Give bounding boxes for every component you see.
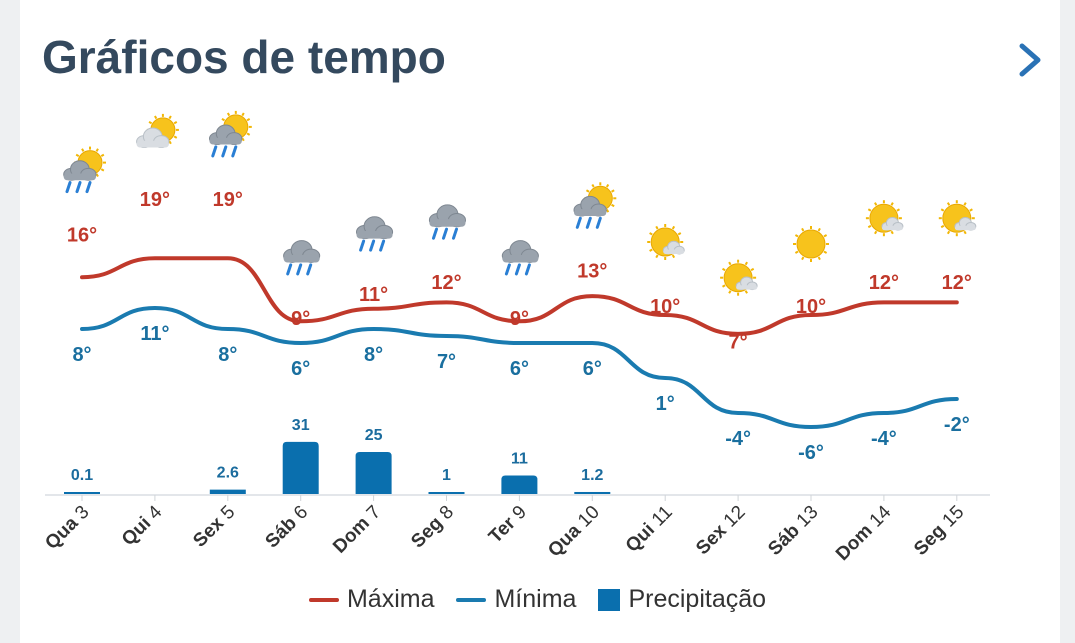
precip-bar[interactable]	[574, 491, 611, 494]
precip-label: 25	[365, 427, 383, 444]
x-tick-label: Seg 15	[910, 502, 968, 560]
page-title: Gráficos de tempo	[42, 31, 446, 83]
sun-icon	[793, 226, 829, 262]
precip-label: 2.6	[217, 465, 239, 482]
precip-bar[interactable]	[282, 441, 319, 494]
precip-bar[interactable]	[355, 452, 392, 494]
min-temp-label: 6°	[291, 358, 310, 380]
sun-small-cloud-icon	[865, 200, 904, 237]
legend-item-maxima[interactable]: Máxima	[308, 585, 435, 614]
precip-label: 1	[442, 467, 451, 484]
legend-swatch	[456, 597, 487, 602]
precip-bar[interactable]	[64, 492, 100, 494]
x-tick-label: Qua 3	[41, 502, 93, 554]
precip-label: 31	[292, 417, 310, 434]
max-temp-label: 9°	[510, 308, 529, 330]
legend-label: Máxima	[346, 585, 435, 613]
min-temp-label: 6°	[510, 358, 529, 380]
x-tick-label: Qui 11	[622, 502, 677, 557]
x-tick-label: Seg 8	[407, 502, 458, 553]
legend-swatch	[598, 588, 621, 611]
legend-label: Mínima	[494, 585, 577, 613]
sun-cloud-icon	[136, 113, 179, 149]
max-temp-label: 16°	[67, 225, 97, 247]
x-tick-label: Sáb 13	[764, 502, 822, 560]
x-tick-label: Sex 5	[189, 502, 239, 552]
x-tick-label: Qua 10	[544, 502, 604, 562]
min-temp-label: 8°	[364, 344, 383, 366]
series-line-minima	[80, 305, 959, 430]
max-temp-label: 12°	[869, 272, 899, 294]
cloud-rain-icon	[501, 240, 539, 276]
min-temp-label: 8°	[72, 344, 91, 366]
legend-item-precipitacao[interactable]: Precipitação	[598, 585, 766, 614]
series-line-maxima	[80, 256, 959, 336]
max-temp-label: 10°	[650, 296, 680, 318]
min-temp-label: -4°	[871, 428, 897, 450]
sun-cloud-rain-icon	[209, 110, 252, 158]
legend-swatch	[308, 597, 339, 602]
precip-label: 11	[511, 451, 528, 468]
x-tick-label: Sáb 6	[262, 502, 313, 553]
max-temp-label: 10°	[796, 296, 826, 318]
max-temp-label: 12°	[942, 272, 972, 294]
precip-bar[interactable]	[501, 475, 538, 494]
precip-bar[interactable]	[428, 492, 465, 494]
sun-cloud-rain-icon	[573, 182, 617, 229]
chevron-right-icon[interactable]	[1012, 40, 1048, 80]
cloud-rain-icon	[283, 240, 321, 276]
max-temp-label: 11°	[359, 284, 388, 306]
cloud-rain-icon	[356, 216, 394, 252]
x-tick-label: Dom 14	[832, 501, 896, 565]
cloud-rain-icon	[428, 204, 467, 240]
min-temp-label: -4°	[725, 428, 751, 450]
x-tick-label: Qui 4	[118, 501, 167, 550]
chart-legend: Máxima Mínima Precipitação	[0, 585, 1075, 614]
precip-label: 0.1	[71, 467, 93, 484]
max-temp-label: 19°	[213, 189, 243, 211]
sun-small-cloud-icon	[647, 224, 685, 260]
x-tick-label: Ter 9	[485, 502, 531, 548]
min-temp-label: -2°	[944, 414, 970, 436]
min-temp-label: 1°	[656, 393, 675, 415]
max-temp-label: 9°	[291, 308, 310, 330]
legend-item-minima[interactable]: Mínima	[456, 585, 576, 614]
min-temp-label: 7°	[437, 351, 456, 373]
sun-small-cloud-icon	[720, 259, 758, 296]
x-tick-label: Dom 7	[329, 502, 385, 558]
max-temp-label: 13°	[577, 260, 607, 282]
sun-small-cloud-icon	[938, 200, 977, 237]
max-temp-label: 12°	[431, 272, 461, 294]
min-temp-label: -6°	[798, 442, 824, 464]
max-temp-label: 7°	[729, 332, 748, 354]
precip-label: 1.2	[581, 467, 603, 484]
legend-label: Precipitação	[628, 585, 767, 613]
min-temp-label: 6°	[583, 358, 602, 380]
sun-cloud-rain-icon	[63, 146, 106, 194]
precip-bar[interactable]	[209, 489, 246, 494]
min-temp-label: 8°	[218, 344, 237, 366]
max-temp-label: 19°	[140, 189, 170, 211]
x-tick-label: Sex 12	[692, 502, 749, 559]
min-temp-label: 11°	[140, 323, 169, 345]
